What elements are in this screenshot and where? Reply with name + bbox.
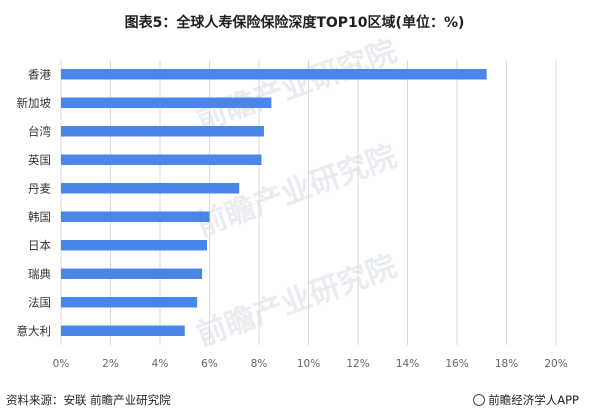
bar-5 [61, 211, 210, 222]
x-tick-label-6: 12% [346, 358, 369, 370]
bar-8 [61, 297, 198, 308]
x-tick-label-7: 14% [396, 358, 419, 370]
x-tick-label-1: 2% [102, 358, 119, 370]
bar-9 [61, 325, 185, 336]
brand-credit: 前瞻经济学人APP [473, 392, 579, 408]
x-tick-labels: 0% 2% 4% 6% 8% 10% 12% 14% 16% 18% 20% [53, 358, 568, 370]
x-tick-label-4: 8% [251, 358, 268, 370]
bar-3 [61, 154, 262, 165]
brand-logo-icon [473, 394, 486, 406]
bar-1 [61, 97, 272, 108]
category-label-6: 日本 [28, 238, 51, 252]
x-tick-label-0: 0% [53, 358, 70, 370]
bar-2 [61, 126, 264, 137]
category-label-8: 法国 [28, 295, 51, 309]
category-label-1: 新加坡 [17, 96, 52, 110]
x-tick-label-5: 10% [297, 358, 320, 370]
category-label-3: 英国 [28, 153, 51, 167]
chart-title: 图表5：全球人寿保险保险深度TOP10区域(单位：%) [124, 15, 465, 31]
watermark-text-0: 前瞻产业研究院 [192, 34, 401, 139]
watermark-text-2: 前瞻产业研究院 [192, 249, 401, 354]
x-tick-label-9: 18% [495, 358, 518, 370]
category-label-0: 香港 [28, 67, 51, 81]
bar-0 [61, 69, 487, 80]
category-label-2: 台湾 [28, 124, 51, 138]
x-tick-label-8: 16% [445, 358, 468, 370]
bar-6 [61, 240, 208, 251]
category-label-9: 意大利 [17, 324, 52, 338]
source-note: 资料来源：安联 前瞻产业研究院 [6, 393, 171, 407]
category-label-7: 瑞典 [28, 267, 51, 281]
bar-4 [61, 183, 240, 194]
x-tick-label-10: 20% [544, 358, 567, 370]
brand-text: 前瞻经济学人APP [488, 393, 579, 407]
category-label-4: 丹麦 [28, 181, 51, 195]
x-tick-label-3: 6% [201, 358, 218, 370]
category-label-5: 韩国 [28, 210, 51, 224]
x-tick-label-2: 4% [152, 358, 169, 370]
bar-7 [61, 268, 203, 279]
bars [61, 69, 487, 336]
